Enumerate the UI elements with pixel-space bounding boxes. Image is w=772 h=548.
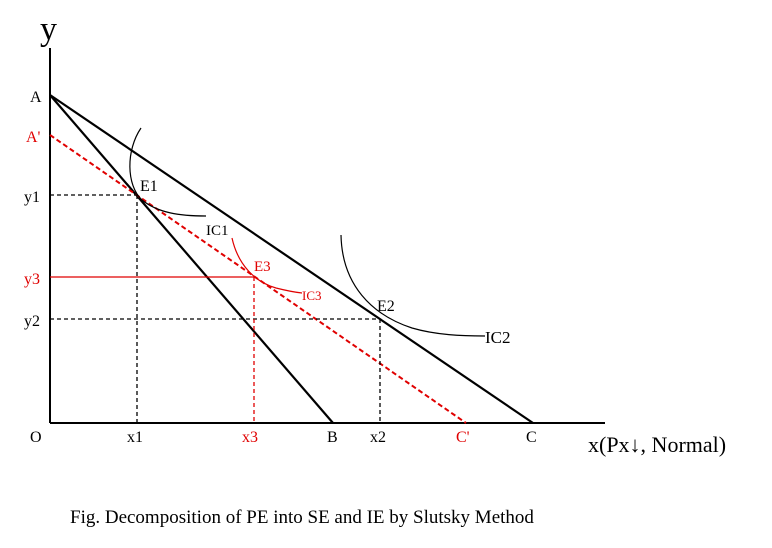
- equilibrium-e1-label: E1: [140, 178, 158, 195]
- guide-lines: [50, 194, 381, 423]
- budget-line-ac: [49, 94, 534, 424]
- equilibrium-e3-label: E3: [254, 259, 271, 275]
- budget-line-ab: [49, 94, 334, 424]
- axes: [49, 48, 605, 424]
- ic3-label: IC3: [302, 288, 322, 303]
- indifference-curve-ic2: [340, 234, 486, 337]
- y-axis-label: y: [40, 11, 57, 48]
- y3-label: y3: [24, 271, 40, 288]
- intercept-a-prime-label: A': [26, 129, 41, 146]
- x-axis-label: x(Px↓, Normal): [588, 432, 726, 457]
- ic2-label: IC2: [485, 328, 511, 347]
- ic1-label: IC1: [206, 223, 229, 239]
- intercept-b-label: B: [327, 429, 338, 446]
- y2-label: y2: [24, 313, 40, 330]
- intercept-a-label: A: [30, 89, 42, 106]
- indifference-curve-ic1: [129, 127, 207, 217]
- origin-label: O: [30, 429, 42, 446]
- figure-caption: Fig. Decomposition of PE into SE and IE …: [70, 507, 534, 528]
- x2-label: x2: [370, 429, 386, 446]
- indifference-curve-ic3: [231, 237, 303, 294]
- equilibrium-e2-label: E2: [377, 298, 395, 315]
- intercept-c-prime-label: C': [456, 429, 470, 446]
- x3-label: x3: [242, 429, 258, 446]
- intercept-c-label: C: [526, 429, 537, 446]
- x1-label: x1: [127, 429, 143, 446]
- y1-label: y1: [24, 189, 40, 206]
